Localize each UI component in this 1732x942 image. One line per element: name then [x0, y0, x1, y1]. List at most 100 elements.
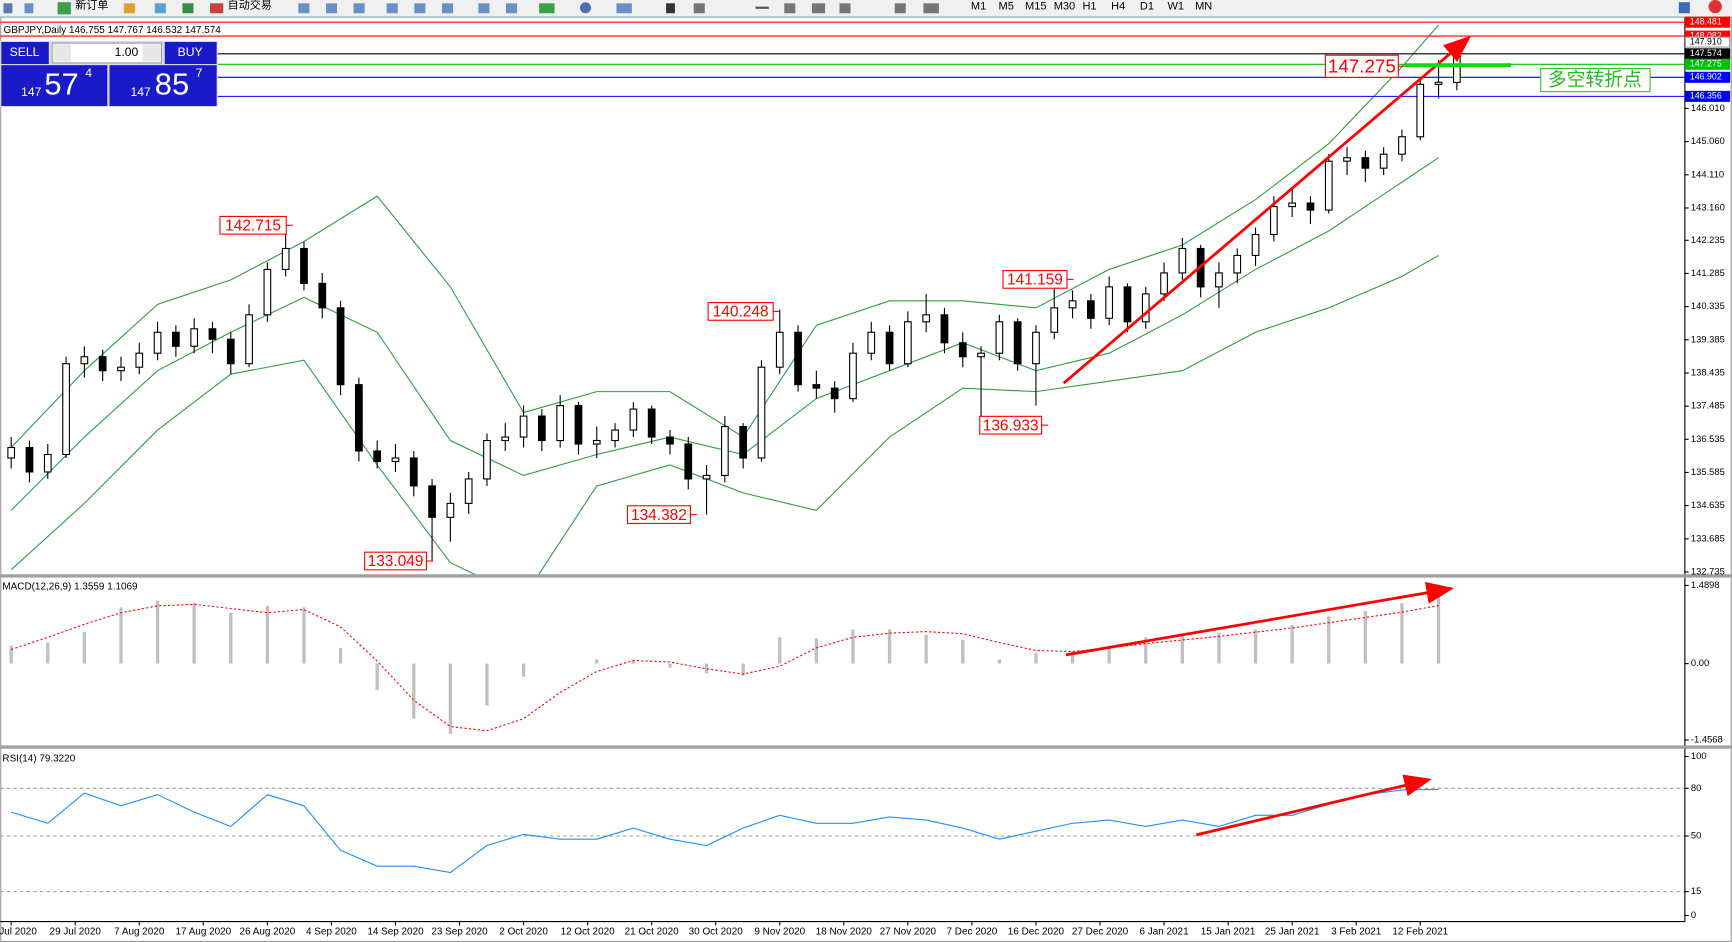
icon[interactable] — [666, 3, 675, 14]
icon[interactable] — [784, 3, 796, 14]
icon[interactable] — [441, 3, 453, 14]
timeframe-button[interactable]: W1 — [1167, 1, 1184, 13]
lots-field[interactable] — [51, 42, 162, 64]
macd-bar — [192, 603, 196, 664]
candle-body — [1324, 160, 1333, 211]
icon[interactable] — [3, 3, 13, 14]
candle-body — [1032, 331, 1040, 365]
candle-body — [62, 363, 70, 456]
timeframe-button[interactable]: M5 — [999, 1, 1014, 13]
icon[interactable] — [154, 3, 166, 14]
icon[interactable] — [579, 2, 592, 14]
candle-body — [1233, 254, 1242, 274]
new-order-button[interactable]: 新订单 — [75, 0, 108, 11]
sell-button[interactable] — [1, 41, 49, 65]
icon[interactable] — [386, 3, 398, 14]
timeframe-button[interactable]: M15 — [1025, 1, 1046, 13]
icon[interactable] — [478, 3, 490, 14]
icon[interactable] — [182, 3, 194, 14]
icon[interactable] — [616, 3, 632, 14]
timeframe-button[interactable]: D1 — [1140, 1, 1154, 13]
lots-decrease[interactable] — [53, 44, 71, 62]
timeframe-button[interactable]: MN — [1195, 1, 1212, 13]
candle-body — [446, 502, 455, 518]
ask-box[interactable] — [109, 65, 217, 107]
macd-bar — [375, 663, 379, 690]
timeframe-bar: M1 M5 M15 M30 H1 H4 D1 W1 MN — [971, 1, 1212, 13]
price-annotation: 136.933 — [983, 417, 1039, 434]
lots-value[interactable]: 1.00 — [115, 45, 139, 59]
bid-fraction: 4 — [85, 66, 92, 80]
y-tick-label: 142.235 — [1691, 235, 1725, 245]
buy-button[interactable] — [164, 41, 217, 65]
new-order-icon[interactable] — [57, 2, 71, 15]
auto-trading-icon[interactable] — [210, 3, 224, 14]
icon[interactable] — [755, 6, 769, 9]
candle-body — [318, 282, 327, 309]
macd-bar — [229, 612, 233, 664]
icon[interactable] — [353, 3, 365, 14]
bid-box[interactable] — [1, 65, 108, 107]
candle-body — [1013, 321, 1022, 365]
price-level-label: 146.356 — [1690, 91, 1722, 101]
lots-increase[interactable] — [142, 44, 161, 62]
x-tick-label: 16 Dec 2020 — [1008, 927, 1065, 938]
icon[interactable] — [123, 3, 135, 14]
icon[interactable] — [839, 3, 851, 14]
timeframe-button[interactable]: H1 — [1082, 1, 1096, 13]
icon[interactable] — [505, 3, 518, 14]
search-icon[interactable] — [1678, 2, 1690, 14]
icon[interactable] — [414, 3, 426, 14]
timeframe-button[interactable]: H4 — [1111, 1, 1125, 13]
y-tick-label: 80 — [1691, 783, 1701, 793]
candle-body — [1160, 272, 1168, 295]
candle-body — [1086, 300, 1095, 319]
macd-bar — [1180, 634, 1185, 664]
timeframe-button[interactable]: M30 — [1054, 1, 1075, 13]
x-tick-label: 12 Feb 2021 — [1392, 927, 1448, 938]
notification-icon[interactable] — [1708, 0, 1722, 14]
candle-body — [757, 366, 766, 459]
macd-bar — [1400, 603, 1404, 664]
y-tick-label: 134.635 — [1691, 500, 1725, 510]
macd-bar — [595, 659, 599, 664]
rsi-line — [11, 788, 1439, 874]
macd-bar — [82, 632, 87, 664]
macd-bar — [155, 600, 160, 664]
icon[interactable] — [539, 3, 555, 14]
icon[interactable] — [298, 3, 310, 14]
x-tick-label: 30 Oct 2020 — [689, 927, 744, 938]
icon[interactable] — [894, 3, 906, 14]
sell-label[interactable]: SELL — [10, 45, 40, 59]
macd-bar — [448, 663, 453, 734]
icon[interactable] — [24, 3, 34, 14]
macd-signal-line — [11, 603, 1439, 732]
price-annotation: 140.248 — [713, 304, 769, 321]
timeframe-button[interactable]: M1 — [971, 1, 986, 13]
candle-body — [263, 268, 272, 316]
macd-header: MACD(12,26,9) 1.3559 1.1069 — [2, 581, 138, 592]
macd-bar — [1107, 645, 1111, 664]
candle-body — [647, 408, 656, 438]
candle-body — [245, 314, 253, 365]
auto-trading-button[interactable]: 自动交易 — [228, 0, 272, 11]
y-tick-label: 100 — [1691, 751, 1707, 761]
y-tick-label: 140.335 — [1691, 301, 1725, 311]
icon[interactable] — [923, 3, 939, 14]
candle-body — [611, 429, 619, 442]
macd-bar — [1217, 632, 1221, 664]
icon[interactable] — [693, 3, 705, 14]
icon[interactable] — [325, 3, 338, 14]
buy-label[interactable]: BUY — [178, 45, 203, 59]
price-level-tag — [1684, 90, 1731, 102]
y-tick-label: 1.4898 — [1691, 580, 1720, 590]
macd-last: 1.3559 — [74, 581, 105, 592]
trend-arrow — [1062, 35, 1472, 385]
macd-bar — [338, 647, 343, 664]
macd-bar — [46, 642, 50, 664]
x-tick-label: 14 Sep 2020 — [367, 927, 424, 938]
ask-fraction: 7 — [196, 66, 203, 80]
icon[interactable] — [811, 3, 826, 14]
price-level-tag — [1684, 16, 1731, 28]
